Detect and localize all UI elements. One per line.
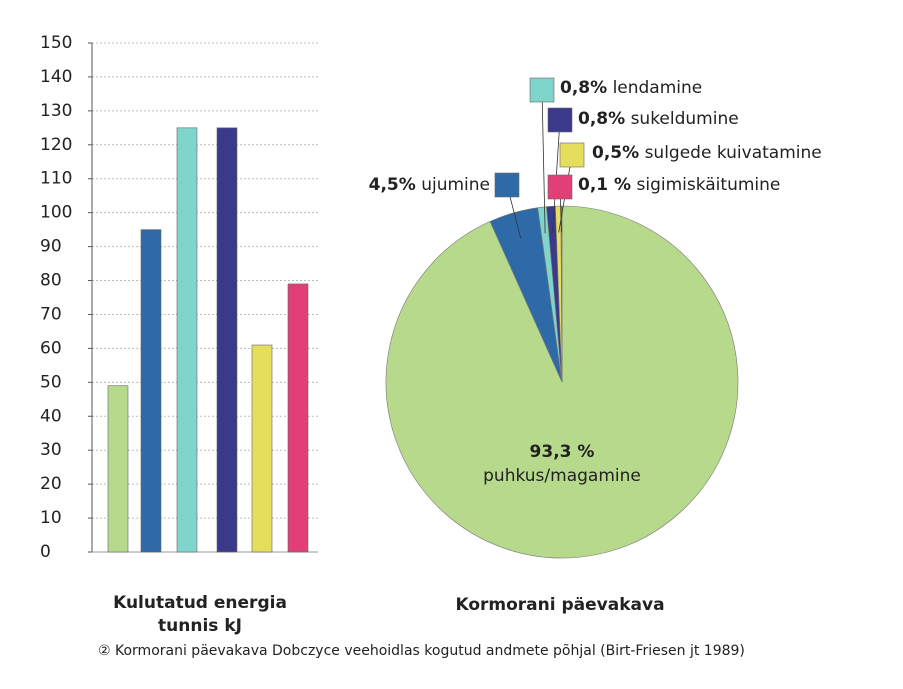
- bar: [140, 229, 162, 553]
- slice-value-label: 0,8%: [560, 78, 607, 98]
- slice-category: sukeldumine: [631, 109, 739, 129]
- slice-label: 0,8% sukeldumine: [578, 109, 739, 129]
- y-tick-label: 140: [40, 67, 72, 87]
- slice-value-label: 4,5%: [369, 175, 416, 195]
- legend-swatch: [559, 142, 585, 168]
- caption: ② Kormorani päevakava Dobczyce veehoidla…: [98, 643, 745, 659]
- slice-category: sulgede kuivatamine: [645, 143, 822, 163]
- y-tick-label: 60: [40, 338, 62, 358]
- bar: [287, 283, 309, 553]
- y-tick-label: 150: [40, 33, 72, 53]
- bar-axis-title: Kulutatud energia tunnis kJ: [113, 593, 287, 636]
- slice-value-label: 0,5%: [592, 143, 639, 163]
- slice-label: 0,8% lendamine: [560, 78, 702, 98]
- slice-label: 0,5% sulgede kuivatamine: [592, 143, 822, 163]
- slice-value-label: 0,1 %: [578, 175, 631, 195]
- slice-value-label: 93,3 %: [530, 442, 595, 462]
- legend-swatch: [494, 172, 520, 198]
- slice-label: puhkus/magamine: [483, 466, 641, 486]
- slice-value-label: 0,8%: [578, 109, 625, 129]
- bar: [251, 344, 273, 553]
- y-tick-label: 10: [40, 508, 62, 528]
- legend-swatch: [547, 107, 573, 133]
- y-tick-label: 20: [40, 474, 62, 494]
- y-tick-label: 80: [40, 271, 62, 291]
- y-tick-label: 90: [40, 237, 62, 257]
- pie-title: Kormorani päevakava: [455, 595, 664, 615]
- slice-label: 4,5% ujumine: [369, 175, 490, 195]
- slice-label: 0,1 % sigimiskäitumine: [578, 175, 780, 195]
- y-tick-label: 40: [40, 406, 62, 426]
- y-tick-label: 30: [40, 440, 62, 460]
- y-tick-label: 120: [40, 135, 72, 155]
- legend-swatch: [547, 174, 573, 200]
- y-tick-label: 100: [40, 203, 72, 223]
- slice-category: lendamine: [613, 78, 703, 98]
- bar: [216, 127, 238, 553]
- slice-category: ujumine: [421, 175, 490, 195]
- bar: [107, 385, 129, 553]
- y-tick-label: 70: [40, 304, 62, 324]
- legend-swatch: [529, 77, 555, 103]
- slice-category: sigimiskäitumine: [636, 175, 780, 195]
- y-tick-label: 50: [40, 372, 62, 392]
- y-tick-label: 0: [40, 542, 51, 562]
- y-tick-label: 110: [40, 169, 72, 189]
- bar: [176, 127, 198, 553]
- y-tick-label: 130: [40, 101, 72, 121]
- leader-line: [541, 89, 546, 234]
